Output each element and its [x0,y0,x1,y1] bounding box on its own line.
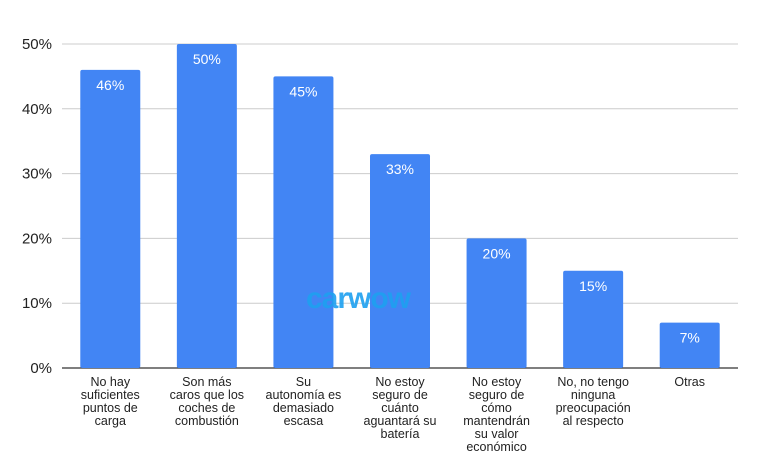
data-label: 50% [193,51,221,67]
data-label: 20% [483,245,511,261]
data-label: 33% [386,161,414,177]
y-axis-ticks: 0% 10% 20% 30% 40% 50% [22,36,52,377]
category-label: Otras [674,375,705,389]
category-label: Su autonomía es demasiado escasa [266,375,342,428]
data-label: 7% [680,330,700,346]
y-tick-label: 40% [22,101,52,118]
bar [273,76,334,369]
y-tick-label: 50% [22,36,52,53]
bars [80,44,720,369]
bar [370,154,430,368]
bar [176,44,237,368]
category-label: No, no tengo ninguna preocupación al respec… [556,375,631,428]
y-tick-label: 0% [30,360,52,377]
data-label: 46% [96,77,124,93]
y-tick-label: 20% [22,230,52,247]
category-label: Son más caros que los coches de combustión [170,375,244,428]
y-tick-label: 30% [22,166,52,183]
bar [563,270,624,368]
category-label: No estoy seguro de cuánto aguantará su bater… [364,375,437,441]
data-label: 45% [289,83,317,99]
data-label: 15% [579,278,607,294]
data-labels: 46% 50% 45% 33% 20% 15% 7% [96,51,700,346]
category-label: No estoy seguro de cómo mantendrán su valor e… [463,375,530,454]
bar [659,322,720,368]
category-labels: No hay suficientes puntos de carga Son más ca… [81,375,705,454]
bar [466,238,527,368]
category-label: No hay suficientes puntos de carga [81,375,140,428]
bar [80,69,141,369]
y-tick-label: 10% [22,295,52,312]
carwow-watermark-logo: carwow [306,282,412,315]
